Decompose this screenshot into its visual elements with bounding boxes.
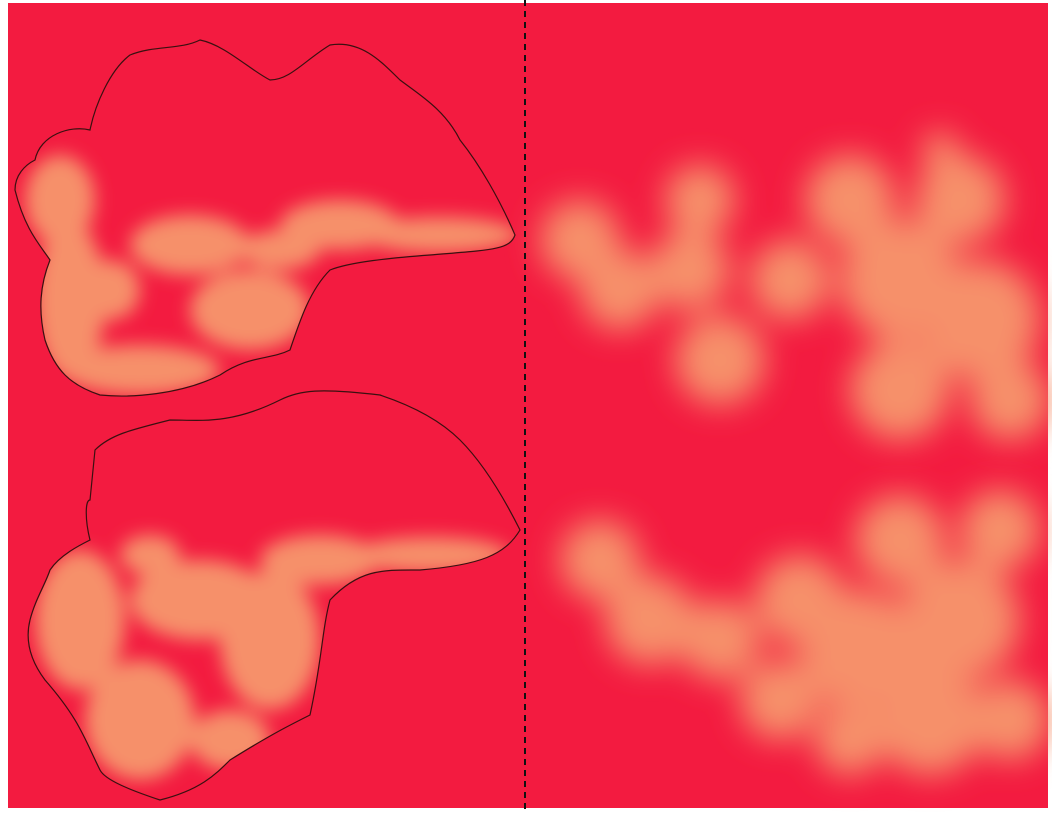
left-top-shape bbox=[25, 155, 515, 395]
outline bbox=[27, 390, 521, 801]
right-top-blob bbox=[540, 132, 1050, 440]
outline bbox=[14, 39, 516, 397]
right-bottom-blob bbox=[560, 490, 1050, 775]
